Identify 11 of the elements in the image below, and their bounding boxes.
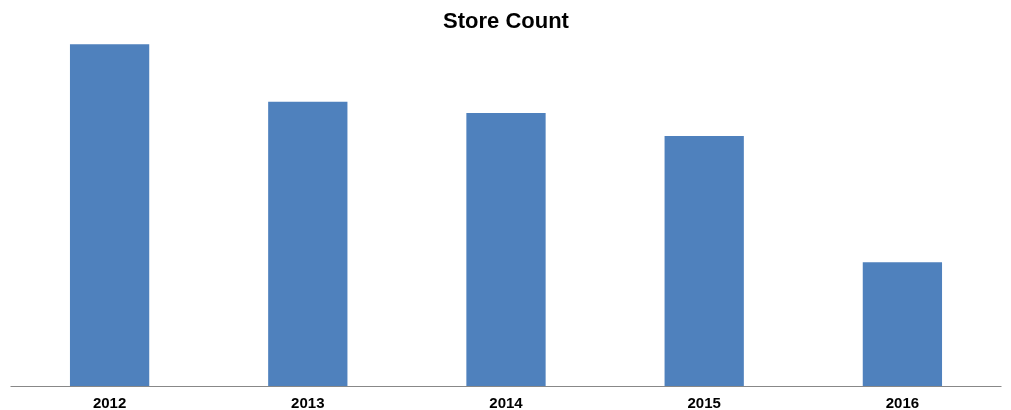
x-tick-label: 2016 [885,393,920,410]
x-tick-label: 2013 [291,393,325,410]
bar [862,262,943,387]
bar [664,136,744,387]
chart-title: Store Count [443,7,570,33]
x-tick-label: 2012 [92,393,127,410]
x-tick-label: 2015 [687,393,721,410]
x-tick-label: 2014 [489,393,524,410]
bar [69,44,150,387]
bar [268,101,348,387]
bar [466,113,546,387]
